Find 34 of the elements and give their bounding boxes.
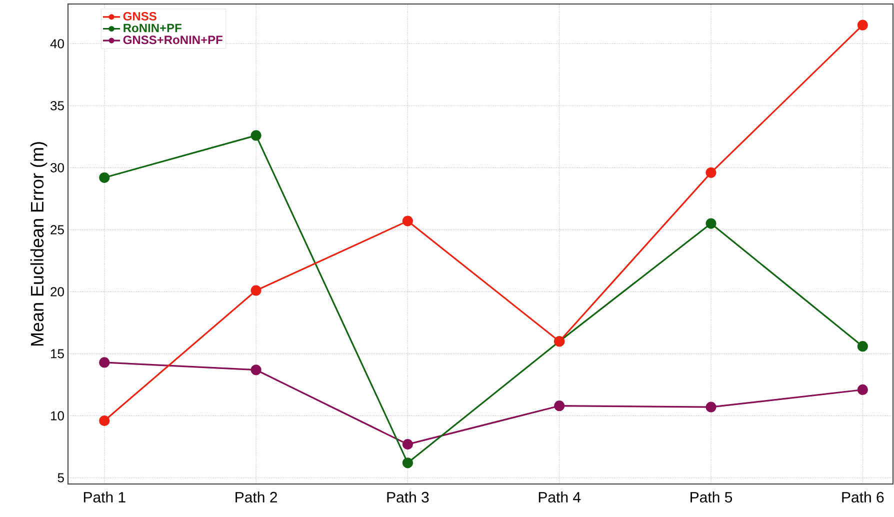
point: [554, 400, 565, 412]
x-tick-label: Path 2: [236, 492, 277, 503]
point: [857, 384, 868, 396]
point: [402, 216, 414, 226]
x-tick-label: Path 4: [538, 492, 581, 503]
x-tick-label: Path 5: [690, 492, 732, 503]
legend-label: GNSS: [123, 12, 156, 20]
y-axis-title: Mean Euclidean Error (m): [30, 142, 48, 346]
point: [402, 458, 414, 468]
point: [250, 285, 262, 296]
y-tick-label: 30: [50, 163, 64, 172]
point: [402, 439, 414, 450]
point: [706, 218, 716, 229]
y-tick-label: 40: [50, 39, 64, 48]
y-tick-label: 20: [50, 287, 64, 296]
point: [99, 415, 110, 426]
y-tick-label: 15: [50, 349, 64, 358]
point: [706, 167, 716, 178]
y-tick-label: 10: [50, 411, 64, 420]
x-tick-label: Path 6: [842, 492, 884, 503]
y-tick-label: 5: [58, 473, 64, 482]
y-tick-label: 35: [50, 101, 64, 110]
x-tick-label: Path 1: [84, 492, 126, 503]
point: [250, 130, 262, 141]
point: [857, 341, 868, 352]
legend-label: GNSS+RoNIN+PF: [123, 36, 222, 44]
point: [99, 172, 110, 183]
point: [99, 357, 110, 368]
point: [250, 364, 262, 376]
x-tick-label: Path 3: [387, 492, 429, 503]
point: [706, 402, 716, 412]
y-tick-label: 25: [50, 225, 64, 234]
legend-label: RoNIN+PF: [124, 24, 182, 32]
point: [857, 20, 868, 30]
